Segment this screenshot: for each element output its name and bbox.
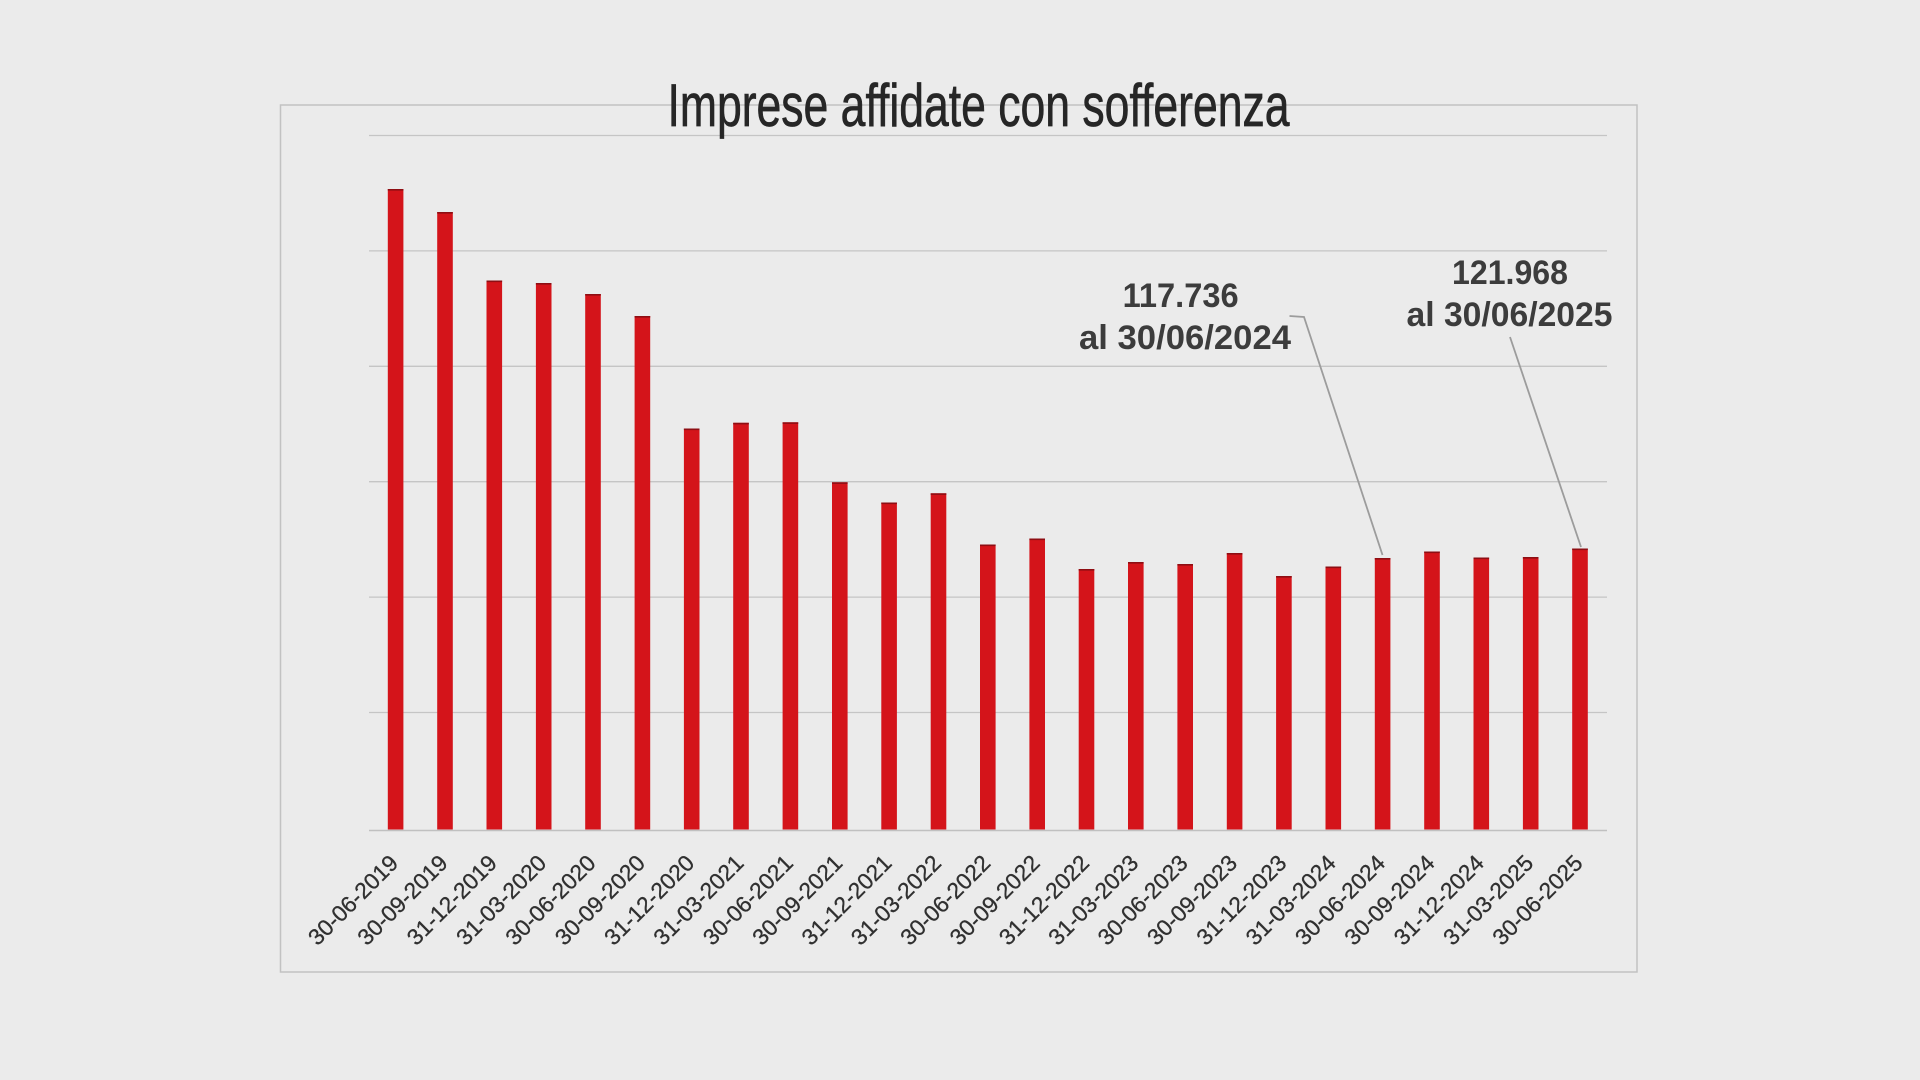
svg-text:al 30/06/2024: al 30/06/2024 (1079, 319, 1291, 357)
svg-text:Imprese affidate con sofferenz: Imprese affidate con sofferenza (668, 72, 1290, 139)
svg-text:al 30/06/2025: al 30/06/2025 (1407, 296, 1613, 334)
svg-text:121.968: 121.968 (1452, 254, 1568, 292)
svg-text:117.736: 117.736 (1123, 277, 1239, 315)
